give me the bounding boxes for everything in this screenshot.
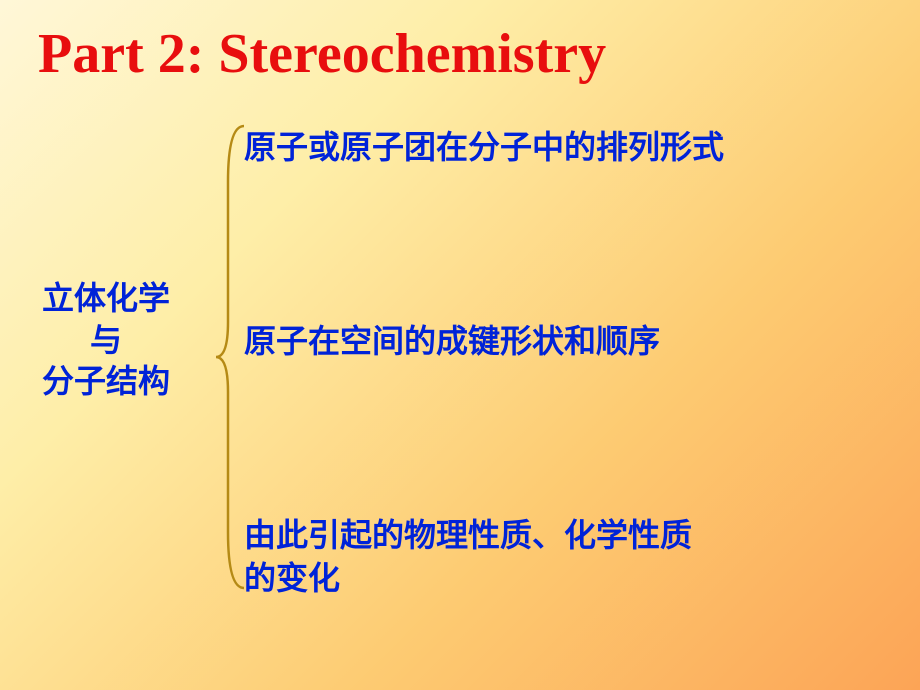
left-label-line2: 与 <box>42 320 170 362</box>
slide-title: Part 2: Stereochemistry <box>38 22 606 86</box>
bullet-item-3-line2: 的变化 <box>244 557 692 600</box>
bullet-item-1: 原子或原子团在分子中的排列形式 <box>244 126 724 169</box>
left-label: 立体化学 与 分子结构 <box>42 278 170 403</box>
bullet-item-2: 原子在空间的成键形状和顺序 <box>244 320 660 363</box>
bullet-item-3: 由此引起的物理性质、化学性质 的变化 <box>244 514 692 600</box>
bullet-item-3-line1: 由此引起的物理性质、化学性质 <box>244 514 692 557</box>
brace-icon <box>212 122 248 592</box>
left-label-line3: 分子结构 <box>42 361 170 403</box>
left-label-line1: 立体化学 <box>42 278 170 320</box>
